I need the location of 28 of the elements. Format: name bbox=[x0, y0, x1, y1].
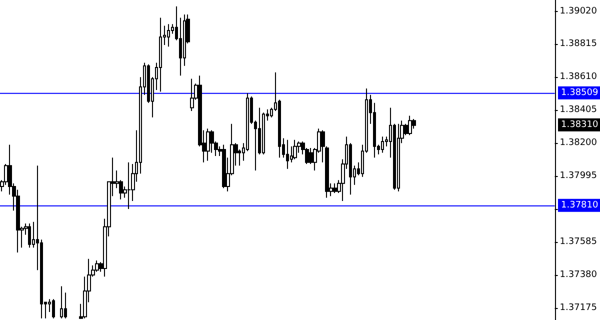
y-tick-label: 1.39020 bbox=[560, 6, 598, 16]
y-tick-label: 1.37380 bbox=[560, 270, 598, 280]
ref-line-label: 1.38509 bbox=[561, 88, 598, 98]
y-tick-label: 1.38815 bbox=[560, 39, 597, 50]
y-tick-label: 1.37585 bbox=[560, 237, 597, 248]
candlestick bbox=[167, 24, 170, 48]
candlestick bbox=[127, 162, 131, 210]
candlestick bbox=[206, 128, 210, 162]
text: 1.38310 bbox=[561, 120, 598, 130]
candlestick bbox=[286, 139, 289, 170]
candlestick bbox=[190, 78, 194, 112]
candlestick bbox=[333, 182, 337, 194]
ref-line-label: 1.37810 bbox=[561, 200, 598, 210]
candlestick bbox=[28, 223, 31, 248]
candlestick bbox=[408, 115, 412, 136]
y-tick-label: 1.38610 bbox=[560, 72, 598, 82]
y-tick-label: 1.37995 bbox=[560, 171, 597, 182]
candlestick bbox=[95, 260, 99, 272]
candlestick bbox=[397, 123, 400, 192]
y-tick-label: 1.38200 bbox=[560, 138, 598, 148]
y-tick-label: 1.38405 bbox=[560, 105, 597, 116]
candlestick bbox=[381, 136, 384, 154]
y-tick-label: 1.37175 bbox=[560, 302, 597, 313]
candlestick bbox=[52, 298, 55, 319]
candlestick bbox=[222, 144, 226, 189]
candlestick bbox=[293, 139, 297, 160]
candlestick bbox=[159, 17, 162, 92]
candlestick bbox=[60, 286, 63, 319]
